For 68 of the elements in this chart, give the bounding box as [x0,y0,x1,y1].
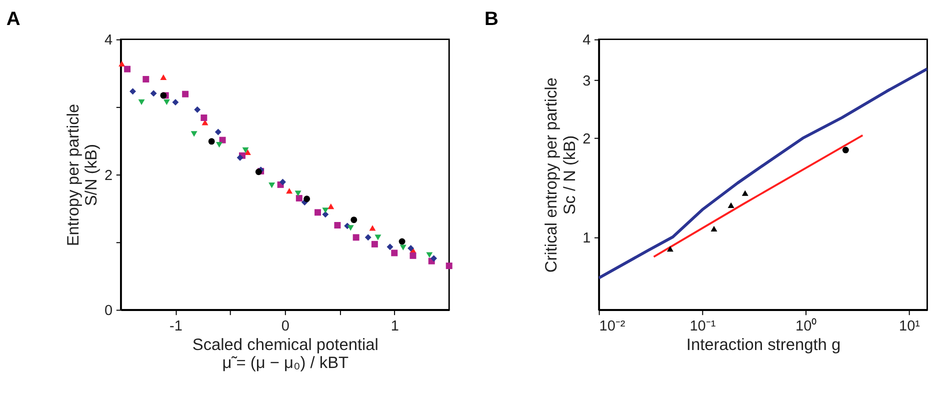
x-tick-label: 10⁻¹ [690,318,716,335]
point [268,182,276,188]
x-tick-label: 10⁰ [796,318,817,335]
point [728,202,734,208]
y-axis-title: Critical entropy per particle Sc / N (kB) [542,77,579,273]
point [138,99,145,106]
point [172,98,179,106]
x-tick-label: 0 [281,318,290,335]
x-axis-title: Interaction strength g [686,336,841,354]
point [214,128,222,136]
point [400,244,406,250]
point [347,225,354,231]
point [194,106,201,113]
y-tick-label: 2 [104,168,113,184]
point [410,252,416,259]
point [124,66,131,72]
y-tick-label: 0 [104,303,113,320]
point [163,99,170,106]
point [314,209,321,216]
point [150,90,157,97]
point [208,138,215,145]
point [296,194,302,202]
point [286,188,293,194]
point [426,252,433,258]
x-tick-label: 10¹ [899,318,920,335]
point [182,90,189,98]
point [279,178,286,186]
y-tick-label: 4 [582,32,591,49]
point [446,262,452,270]
y-tick-label: 2 [582,131,591,148]
point [322,211,329,218]
point [160,74,167,80]
point [374,234,382,240]
point [710,226,718,232]
point [118,60,126,66]
point [334,222,341,228]
point [142,76,150,82]
x-tick-label: 1 [390,318,399,335]
point [386,244,394,250]
point [369,225,376,231]
point [216,142,222,148]
y-axis-title: Entropy per particle S/N (kB) [64,104,101,246]
point [391,250,398,256]
chart-title: A [6,8,20,30]
x-tick-label: -1 [170,318,182,335]
point [364,234,372,241]
y-tick-label: 4 [104,32,113,49]
point [190,131,198,137]
x-tick-label: 10⁻² [599,318,626,335]
point [352,234,360,241]
point [328,204,334,210]
point [322,208,329,214]
point [219,136,226,144]
y-tick-label: 1 [582,230,591,246]
point [350,216,358,224]
point [255,168,262,176]
point [304,196,310,202]
point [398,238,406,245]
y-tick-label: 3 [582,74,591,90]
point [130,88,136,95]
point [742,190,748,196]
point [200,114,208,121]
chart-title: B [484,8,499,30]
point [236,154,244,161]
point [430,255,438,262]
point [294,190,302,196]
point [371,240,378,248]
x-axis-title: Scaled chemical potential μ̃ = (μ − μ₀) / kBT [192,336,378,372]
